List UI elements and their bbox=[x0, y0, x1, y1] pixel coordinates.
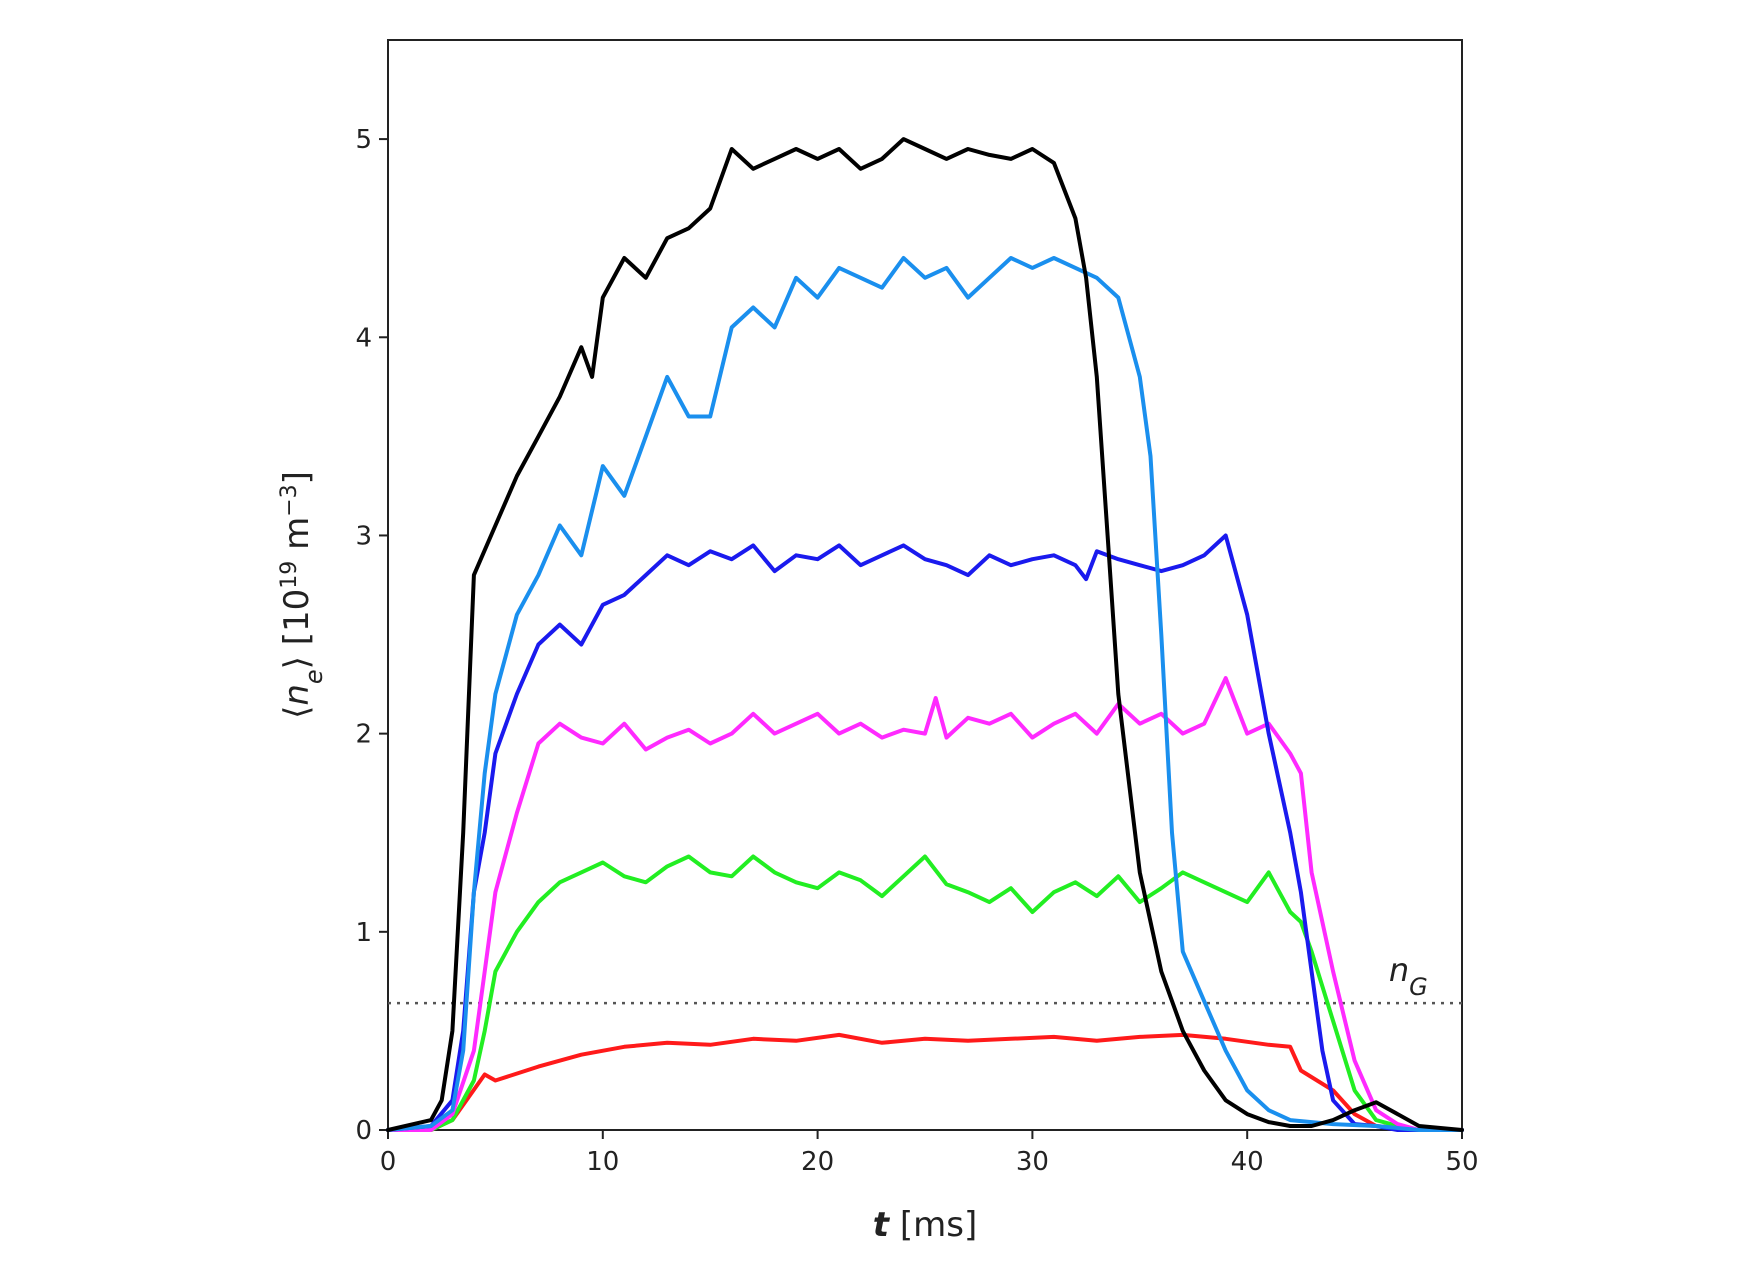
greenwald-symbol: n bbox=[1389, 951, 1409, 989]
series-line-black bbox=[386, 137, 1464, 1132]
y-axis-symbol: n bbox=[277, 684, 317, 706]
series-line-light-blue bbox=[386, 256, 1464, 1132]
series-line-magenta bbox=[386, 676, 1464, 1132]
x-axis-label: t [ms] bbox=[873, 1205, 977, 1245]
y-axis-scale: ⟩ [10 bbox=[277, 589, 317, 670]
x-axis-unit: [ms] bbox=[889, 1205, 977, 1245]
y-axis-open-bracket: ⟨ bbox=[277, 706, 317, 719]
series-line-red bbox=[386, 1032, 1464, 1132]
y-tick-label: 2 bbox=[355, 720, 372, 750]
x-tick-label: 10 bbox=[586, 1147, 619, 1177]
x-tick-label: 50 bbox=[1445, 1147, 1478, 1177]
series-lines bbox=[386, 137, 1464, 1132]
y-tick-label: 5 bbox=[355, 125, 372, 155]
greenwald-subscript: G bbox=[1409, 973, 1428, 1001]
y-tick-label: 0 bbox=[355, 1116, 372, 1146]
y-tick-label: 3 bbox=[355, 521, 372, 551]
y-axis-unit: m bbox=[277, 517, 317, 561]
x-tick-label: 0 bbox=[380, 1147, 397, 1177]
x-tick-label: 40 bbox=[1231, 1147, 1264, 1177]
y-axis-exponent: 19 bbox=[277, 561, 302, 589]
x-tick-label: 20 bbox=[801, 1147, 834, 1177]
x-axis-ticks: 0 10 20 30 40 50 bbox=[380, 1130, 1479, 1177]
greenwald-density-label: nG bbox=[1389, 951, 1428, 1001]
y-axis-label: ⟨ne⟩ [1019 m−3] bbox=[277, 471, 329, 719]
y-axis-subscript: e bbox=[300, 669, 328, 684]
y-tick-label: 4 bbox=[355, 323, 372, 353]
y-axis-unit-exponent: −3 bbox=[277, 484, 302, 516]
series-line-blue bbox=[386, 533, 1464, 1132]
y-axis-ticks: 0 1 2 3 4 5 bbox=[355, 125, 388, 1146]
y-tick-label: 1 bbox=[355, 918, 372, 948]
y-axis-close-bracket: ] bbox=[277, 471, 317, 484]
x-axis-variable: t bbox=[873, 1205, 891, 1245]
plot-frame bbox=[387, 39, 1463, 1131]
x-tick-label: 30 bbox=[1016, 1147, 1049, 1177]
series-line-green bbox=[386, 854, 1464, 1132]
